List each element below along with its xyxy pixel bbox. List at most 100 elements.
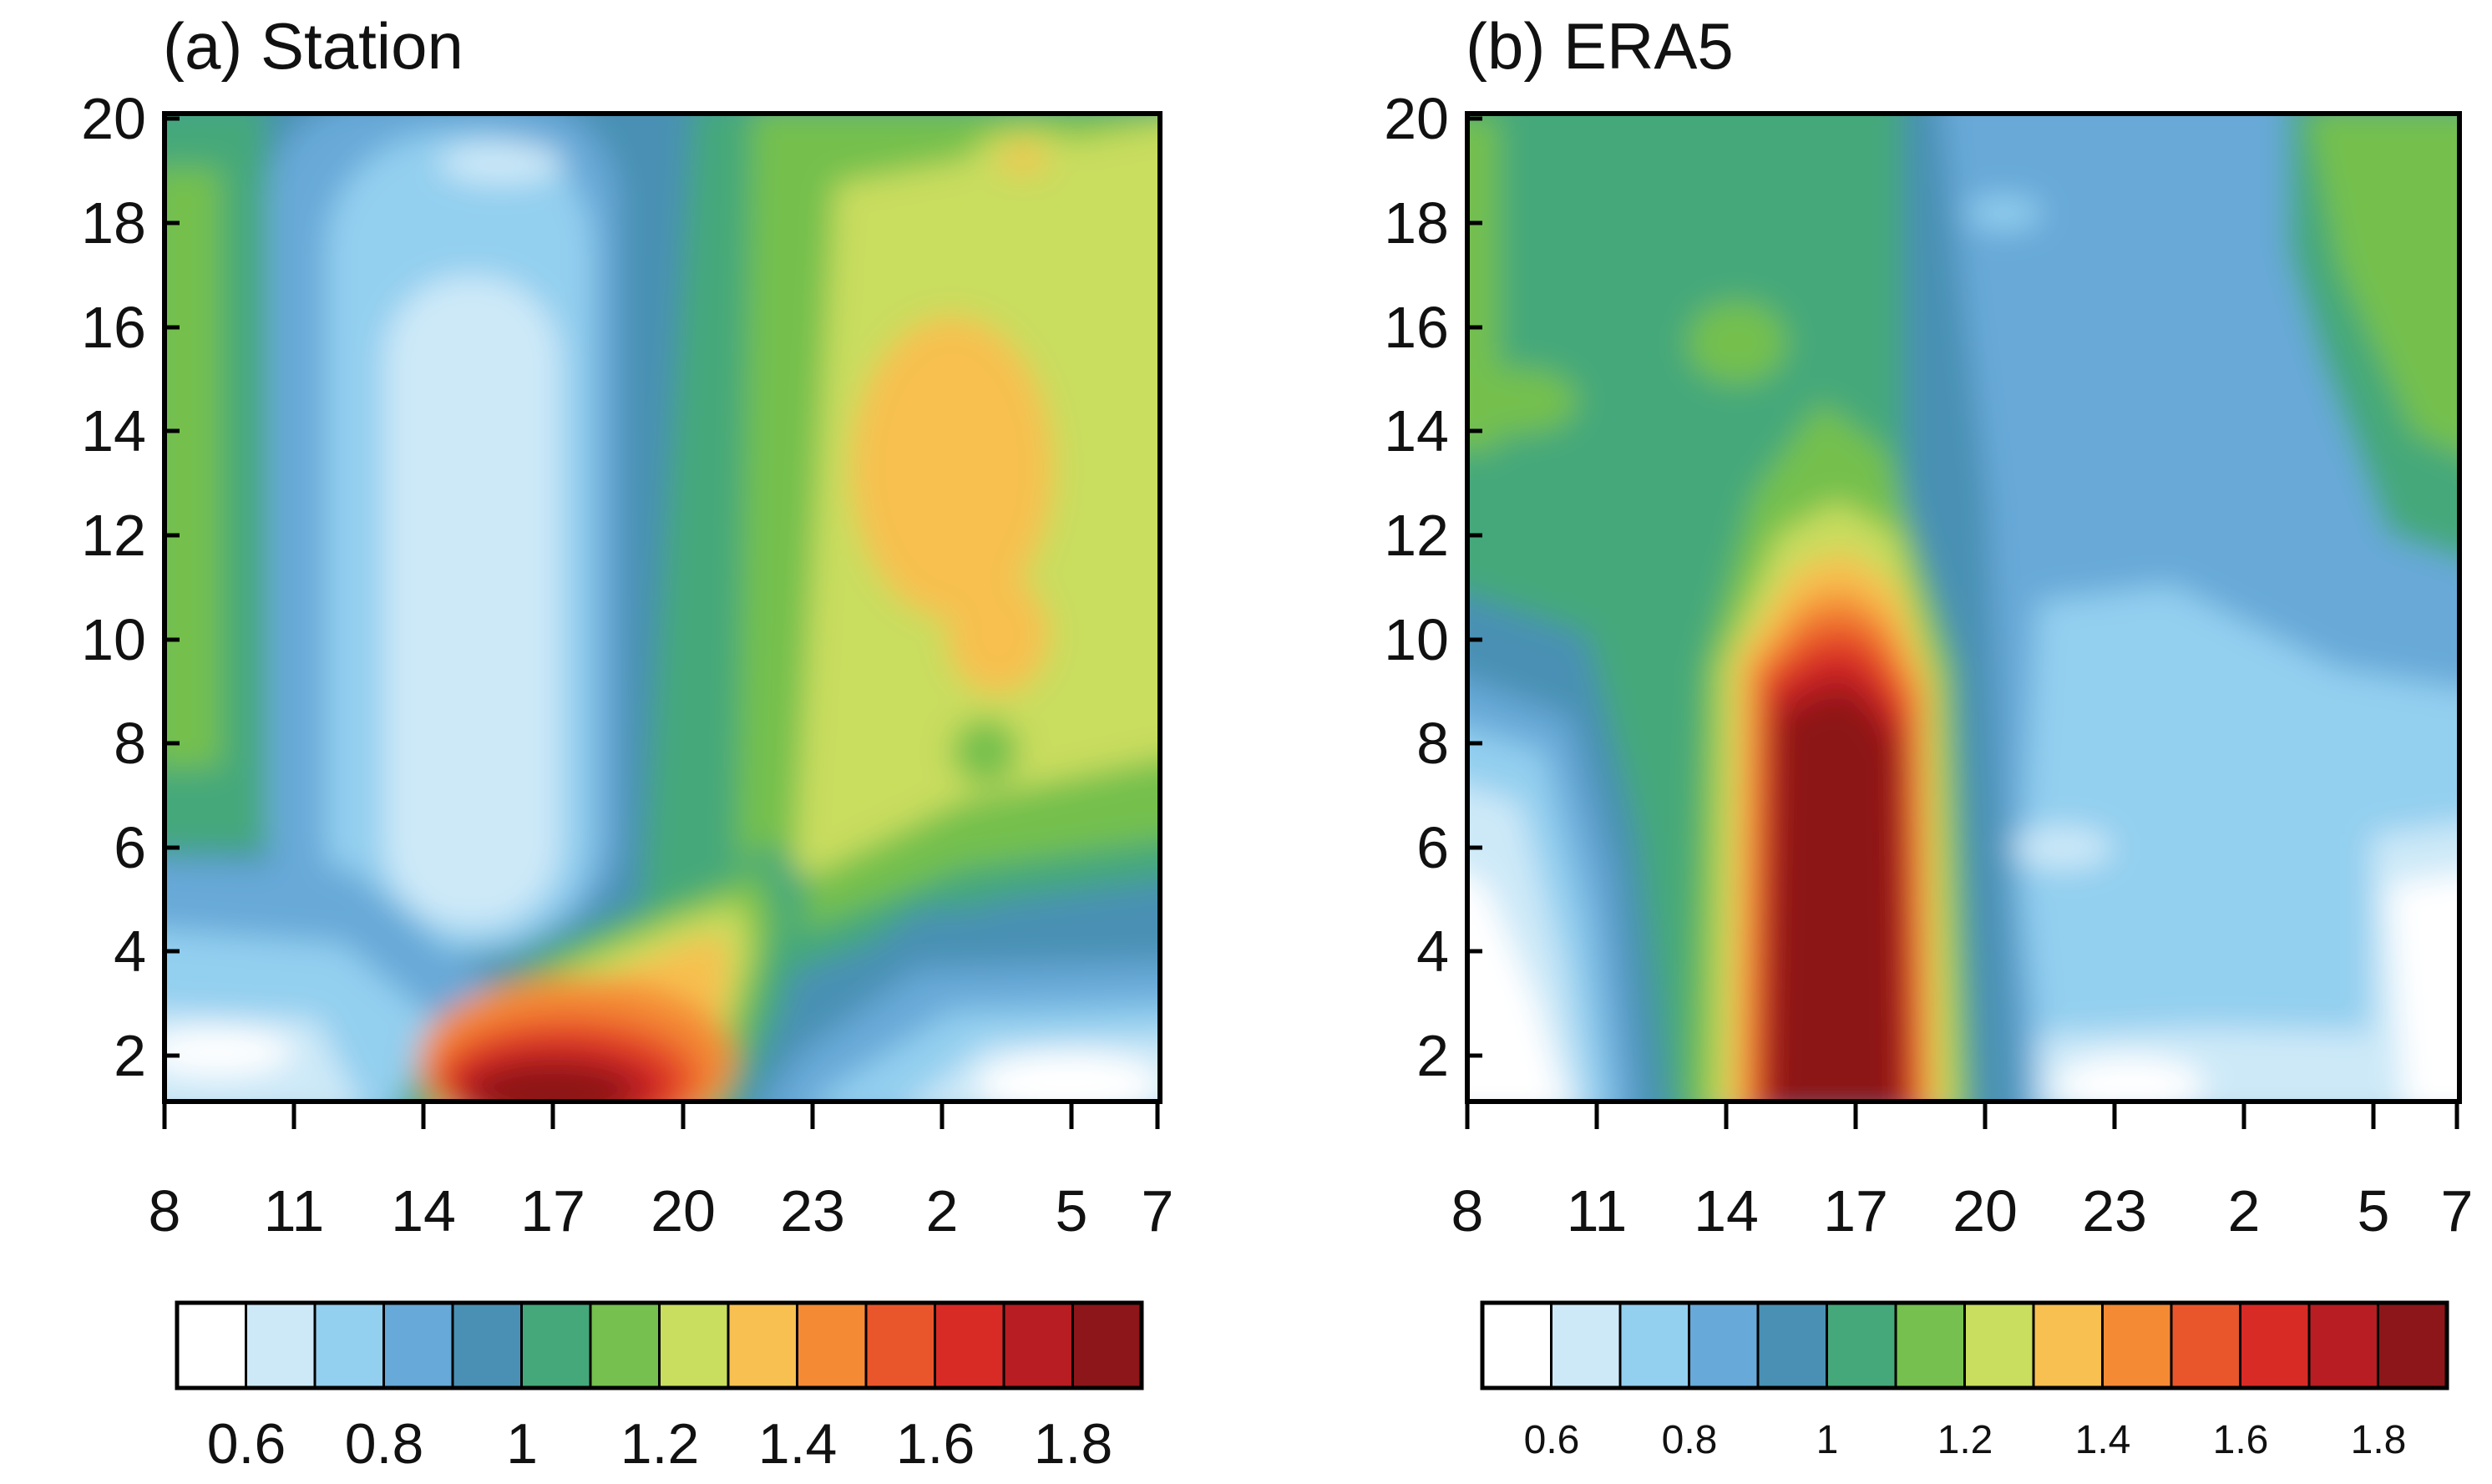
contour-field [1467,114,2459,1102]
colorbar-swatch [2101,1301,2173,1390]
y-tick: 8 [1416,711,1482,776]
x-tick: 8 [1451,1102,1483,1243]
y-tick: 10 [81,607,180,672]
x-axis: 8 11 14 17 20 23 2 5 7 [1451,1102,2474,1243]
x-tick-label: 11 [1567,1178,1628,1243]
panel-title: (a) Station [163,9,463,83]
x-tick: 23 [780,1102,845,1243]
colorbar-swatch [658,1301,730,1390]
contour-field [165,114,1160,1102]
x-tick-label: 7 [1142,1178,1174,1243]
x-tick-label: 2 [2228,1178,2261,1243]
y-tick: 2 [1416,1023,1482,1088]
colorbar-swatch [1826,1301,1897,1390]
y-tick-label: 20 [1384,86,1449,151]
y-tick-label: 12 [81,503,146,568]
x-tick-label: 20 [651,1178,716,1243]
x-tick-label: 2 [926,1178,959,1243]
colorbar-swatch [2170,1301,2242,1390]
colorbar-label: 1 [1816,1418,1839,1462]
x-tick: 14 [391,1102,456,1243]
colorbar-swatch [1963,1301,2035,1390]
x-tick: 2 [2228,1102,2261,1243]
colorbar-label: 1.8 [1034,1412,1113,1476]
y-tick: 4 [114,919,180,984]
x-tick-label: 11 [264,1178,325,1243]
colorbar-swatch [175,1301,248,1390]
colorbar-swatch [1002,1301,1075,1390]
panel-era5: (b) ERA5 [1384,9,2474,1462]
x-tick: 7 [1142,1102,1174,1243]
x-tick-label: 7 [2441,1178,2474,1243]
colorbar-label: 1.6 [2213,1418,2269,1462]
y-tick-label: 16 [81,295,146,360]
colorbar-label: 1.4 [758,1412,838,1476]
colorbar-label: 0.6 [1524,1418,1580,1462]
colorbar: 0.6 0.8 1 1.2 1.4 1.6 1.8 [1480,1300,2449,1462]
x-tick-label: 14 [1694,1178,1759,1243]
colorbar-swatch [864,1301,937,1390]
plot-frame [162,111,1162,1104]
y-tick: 6 [114,815,180,880]
y-tick: 12 [1384,503,1482,568]
x-tick: 20 [1953,1102,2018,1243]
x-tick: 5 [2358,1102,2389,1243]
colorbar-label: 1.2 [1937,1418,1993,1462]
y-axis: 2 4 6 8 10 12 14 16 18 20 [81,86,180,1088]
colorbar-swatch [382,1301,454,1390]
x-tick: 17 [1823,1102,1888,1243]
y-tick-label: 4 [1416,919,1449,984]
x-tick-label: 8 [149,1178,181,1243]
colorbar-frame [1480,1300,2449,1390]
y-tick: 18 [81,190,180,256]
colorbar-swatch [1618,1301,1691,1390]
x-tick: 8 [149,1102,181,1243]
colorbar-swatch [2377,1301,2449,1390]
y-tick-label: 10 [81,607,146,672]
colorbar-label: 1.6 [896,1412,975,1476]
y-tick-label: 6 [114,815,146,880]
x-tick: 23 [2082,1102,2147,1243]
y-tick: 16 [81,295,180,360]
colorbar-swatch [796,1301,868,1390]
colorbar-swatch [2032,1301,2105,1390]
x-tick: 14 [1694,1102,1759,1243]
y-tick: 14 [81,398,180,463]
x-tick: 11 [1567,1102,1628,1243]
y-tick: 18 [1384,190,1482,256]
colorbar-swatch [1481,1301,1553,1390]
colorbar-label: 1.2 [620,1412,700,1476]
x-tick: 17 [520,1102,585,1243]
y-tick-label: 18 [81,190,146,256]
colorbar-label: 0.6 [207,1412,286,1476]
y-tick: 2 [114,1023,180,1088]
y-tick-label: 2 [114,1023,146,1088]
colorbar-swatch [1550,1301,1622,1390]
colorbar-swatch [934,1301,1005,1390]
y-tick-label: 14 [81,398,146,463]
x-tick-label: 5 [1056,1178,1088,1243]
colorbar-swatch [1894,1301,1967,1390]
x-tick-label: 23 [2082,1178,2147,1243]
x-tick-label: 20 [1953,1178,2018,1243]
colorbar-label: 1 [506,1412,538,1476]
colorbar-swatch [2307,1301,2380,1390]
colorbar-swatch [451,1301,524,1390]
colorbar-swatch [1756,1301,1829,1390]
colorbar-swatch [1071,1301,1143,1390]
y-tick: 16 [1384,295,1482,360]
y-tick-label: 6 [1416,815,1449,880]
y-tick: 8 [114,711,180,776]
panel-title: (b) ERA5 [1466,9,1734,83]
colorbar-frame [175,1300,1144,1390]
x-tick: 11 [264,1102,325,1243]
colorbar-swatch [520,1301,592,1390]
x-tick-label: 17 [1823,1178,1888,1243]
x-tick-label: 14 [391,1178,456,1243]
y-tick: 10 [1384,607,1482,672]
y-tick: 12 [81,503,180,568]
x-tick: 5 [1056,1102,1088,1243]
colorbar-label: 0.8 [345,1412,424,1476]
colorbar-swatch [313,1301,386,1390]
